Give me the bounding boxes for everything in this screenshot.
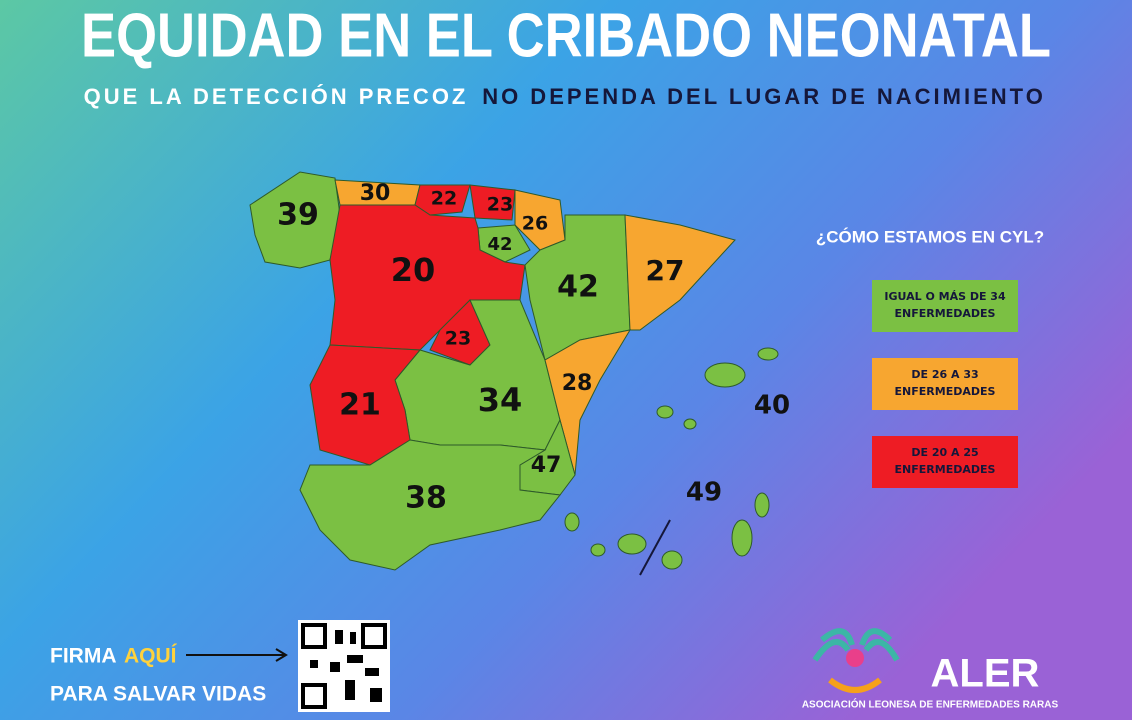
legend-line: DE 20 A 25 (911, 446, 978, 459)
region-value: 23 (445, 328, 471, 350)
island (617, 533, 647, 555)
legend-title: ¿CÓMO ESTAMOS EN CYL? (816, 227, 1044, 246)
region-value: 42 (557, 270, 599, 305)
map: 39 30 22 23 26 42 20 42 27 23 34 28 47 21 38 40 49 (249, 171, 790, 571)
region-value: 30 (360, 181, 391, 206)
organization: ASOCIACIÓN LEONESA DE ENFERMEDADES RARAS (802, 698, 1059, 711)
region-value: 38 (405, 481, 447, 516)
legend-line: ENFERMEDADES (895, 307, 996, 320)
region-value: 28 (562, 371, 593, 396)
legend-line: IGUAL O MÁS DE 34 (884, 290, 1006, 303)
region-value: 22 (431, 188, 457, 210)
title: EQUIDAD EN EL CRIBADO NEONATAL (81, 1, 1051, 70)
legend-box (872, 280, 1018, 332)
region-value: 27 (646, 254, 685, 287)
legend-line: DE 26 A 33 (911, 368, 978, 381)
cta-second: PARA SALVAR VIDAS (50, 683, 266, 706)
region (414, 184, 471, 216)
island (564, 512, 580, 532)
subtitle-dark: NO DEPENDA DEL LUGAR DE NACIMIENTO (482, 84, 1046, 109)
cta-highlight: AQUÍ (124, 645, 178, 668)
island (661, 550, 683, 570)
island (757, 347, 779, 361)
subtitle-light: QUE LA DETECCIÓN PRECOZ (84, 84, 469, 109)
region (299, 439, 561, 571)
qr-code[interactable] (298, 620, 390, 712)
region-value: 49 (686, 478, 722, 508)
region-value: 21 (339, 388, 381, 423)
region-value: 47 (531, 453, 562, 478)
arrow-head (275, 648, 288, 662)
island (683, 418, 697, 430)
island (704, 362, 746, 388)
region (469, 184, 516, 221)
region-value: 34 (478, 381, 523, 419)
region-value: 40 (754, 391, 790, 421)
island (754, 492, 770, 518)
region-value: 23 (487, 194, 513, 216)
legend-line: ENFERMEDADES (895, 463, 996, 476)
island (731, 519, 753, 557)
cta-first: FIRMA (50, 645, 117, 668)
canary-separator (639, 519, 671, 576)
island (656, 405, 674, 419)
region-value: 42 (487, 234, 512, 255)
legend-line: ENFERMEDADES (895, 385, 996, 398)
region-value: 39 (277, 198, 319, 233)
legend-box (872, 436, 1018, 488)
island (590, 543, 606, 557)
legend: IGUAL O MÁS DE 34 ENFERMEDADES DE 26 A 33 E… (872, 280, 1018, 488)
region (329, 204, 526, 351)
region-value: 20 (391, 251, 436, 289)
region-value: 26 (522, 213, 548, 235)
legend-box (872, 358, 1018, 410)
logo-text: ALER (931, 652, 1040, 696)
region (544, 329, 632, 476)
logo-icon (812, 628, 900, 693)
